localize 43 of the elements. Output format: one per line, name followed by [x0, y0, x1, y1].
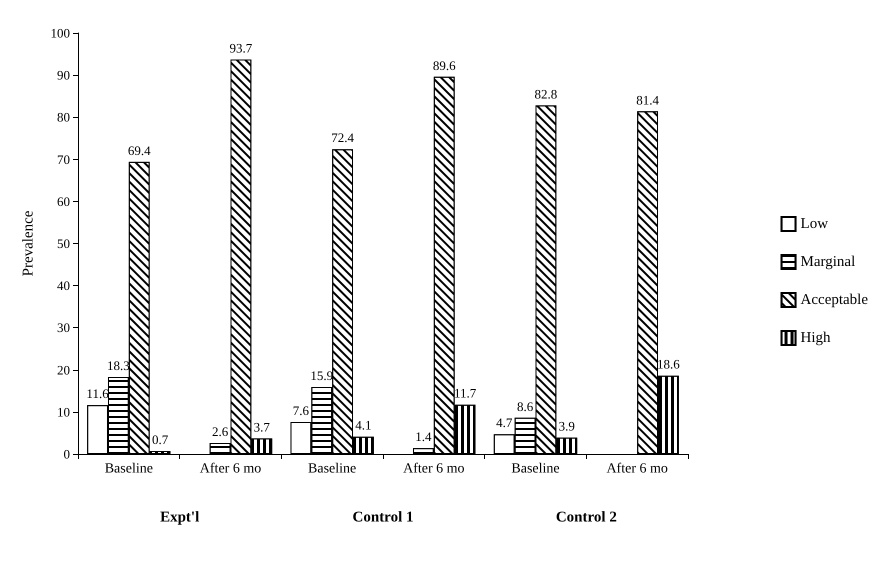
- data-label: 3.7: [254, 419, 270, 434]
- y-tick-label: 80: [57, 110, 70, 125]
- data-label: 18.6: [657, 356, 680, 372]
- data-label: 3.9: [558, 418, 575, 434]
- y-tick-label: 90: [57, 68, 70, 83]
- data-label: 11.6: [86, 386, 110, 402]
- data-label: 82.8: [534, 86, 558, 102]
- data-label: 7.6: [292, 403, 310, 418]
- data-label: 93.7: [230, 40, 253, 56]
- legend-label: Low: [800, 216, 828, 232]
- x-tick-label: Baseline: [308, 462, 356, 476]
- x-tick-label: Baseline: [511, 462, 560, 476]
- y-tick-label: 40: [57, 278, 70, 294]
- y-tick-label: 10: [57, 404, 70, 420]
- legend-label: High: [800, 330, 832, 346]
- data-label: 8.6: [516, 398, 534, 414]
- y-tick-label: 30: [57, 320, 70, 336]
- data-label: 81.4: [636, 92, 660, 108]
- y-tick-label: 60: [57, 194, 70, 209]
- data-label: 0.7: [152, 432, 169, 448]
- x-tick-label: Baseline: [104, 462, 153, 476]
- y-tick-label: 70: [57, 152, 70, 167]
- text: Control 2: [556, 510, 617, 526]
- text: Expt'l: [160, 510, 200, 526]
- legend-label: Marginal: [800, 254, 856, 270]
- y-tick-label: 100: [50, 26, 70, 40]
- x-tick-label: After 6 mo: [403, 462, 465, 476]
- data-label: 89.6: [432, 58, 456, 73]
- y-axis-title: Prevalence: [20, 210, 36, 276]
- data-label: 11.7: [454, 386, 477, 401]
- data-label: 2.6: [212, 424, 229, 440]
- legend-label: Acceptable: [800, 292, 868, 308]
- data-label: 4.7: [496, 415, 513, 430]
- y-tick-label: 20: [57, 362, 70, 378]
- data-label: 72.4: [331, 130, 354, 146]
- data-label: 1.4: [415, 429, 432, 444]
- x-tick-label: After 6 mo: [606, 462, 668, 476]
- y-tick-label: 50: [57, 236, 70, 251]
- x-tick-label: After 6 mo: [200, 462, 262, 476]
- text: Control 1: [352, 510, 414, 526]
- data-label: 4.1: [355, 418, 372, 433]
- y-tick-label: 0: [64, 446, 70, 462]
- data-label: 69.4: [128, 142, 152, 158]
